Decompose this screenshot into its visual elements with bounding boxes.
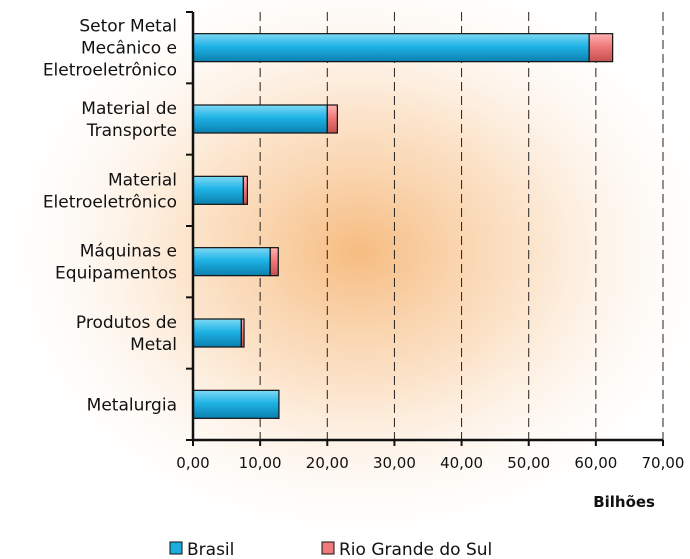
bar-brasil (192, 318, 242, 348)
legend-swatch-brasil (169, 541, 183, 555)
x-tick-label: 0,00 (176, 454, 209, 472)
legend-label-rio-grande-do-sul: Rio Grande do Sul (339, 540, 492, 559)
legend-label-brasil: Brasil (187, 540, 234, 559)
category-label: Material Eletroeletrônico (43, 170, 177, 212)
bar-brasil (192, 175, 244, 205)
grid-lines (259, 12, 664, 440)
bar-brasil (192, 389, 280, 419)
x-tick-label: 40,00 (440, 454, 483, 472)
x-axis-title: Bilhões (593, 493, 655, 511)
labels: 0,00 10,00 20,00 30,00 40,00 50,00 60,00 70,00 S… (43, 17, 685, 511)
category-label: Material de Transporte (81, 99, 177, 141)
category-label: Setor Metal Mecânico e Eletroeletrônico (43, 17, 177, 81)
category-label: Produtos de Metal (76, 313, 177, 355)
legend-swatch-rio-grande-do-sul (321, 541, 335, 555)
bar-brasil (192, 247, 271, 277)
x-tick-label: 60,00 (574, 454, 617, 472)
bar-rio-grande-do-sul (242, 175, 248, 205)
bar-rio-grande-do-sul (269, 247, 279, 277)
bar-rio-grande-do-sul (240, 318, 245, 348)
bar-rio-grande-do-sul (326, 104, 338, 134)
bar-rio-grande-do-sul (588, 33, 614, 63)
bar-brasil (192, 33, 590, 63)
bars (192, 33, 614, 419)
x-tick-label: 50,00 (507, 454, 550, 472)
x-tick-label: 20,00 (306, 454, 349, 472)
x-tick-label: 70,00 (642, 454, 685, 472)
x-tick-label: 10,00 (239, 454, 282, 472)
axes (186, 11, 664, 446)
bar-brasil (192, 104, 328, 134)
category-label: Máquinas e Equipamentos (55, 242, 177, 284)
x-tick-label: 30,00 (373, 454, 416, 472)
legend: Brasil Rio Grande do Sul (169, 540, 492, 559)
category-label: Metalurgia (87, 395, 177, 415)
